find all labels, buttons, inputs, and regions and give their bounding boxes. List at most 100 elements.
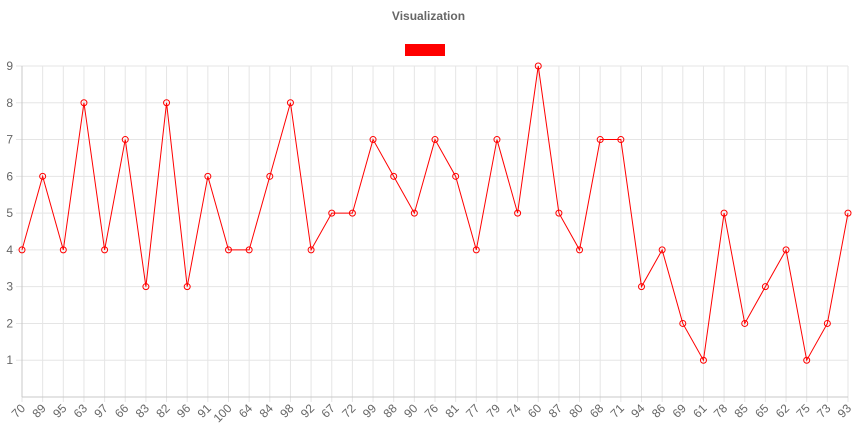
y-tick-label: 4: [6, 243, 13, 257]
legend-swatch[interactable]: [405, 44, 445, 56]
x-tick-label: 77: [463, 401, 483, 421]
x-tick-label: 79: [484, 401, 504, 421]
data-point: [328, 209, 336, 217]
data-point: [514, 209, 522, 217]
x-tick-label: 67: [319, 401, 339, 421]
y-tick-label: 6: [6, 169, 13, 183]
x-tick-label: 71: [608, 401, 628, 421]
data-point: [204, 172, 212, 180]
data-point: [452, 172, 460, 180]
x-tick-label: 100: [211, 401, 235, 425]
grid-lines: [16, 65, 849, 402]
x-tick-label: 75: [793, 401, 813, 421]
y-tick-label: 7: [6, 133, 13, 147]
data-point: [844, 209, 852, 217]
data-point: [555, 209, 563, 217]
data-point: [225, 246, 232, 254]
y-tick-label: 3: [6, 280, 13, 294]
x-tick-label: 83: [133, 401, 153, 421]
x-tick-label: 92: [298, 401, 318, 421]
x-tick-label: 89: [29, 401, 49, 421]
data-point: [741, 319, 749, 327]
x-tick-label: 76: [422, 401, 442, 421]
x-tick-label: 88: [380, 401, 400, 421]
x-tick-label: 70: [9, 401, 29, 421]
data-point: [617, 136, 625, 144]
y-tick-label: 5: [6, 206, 13, 220]
data-series: [18, 62, 852, 364]
data-point: [823, 319, 831, 327]
x-tick-label: 74: [504, 401, 524, 421]
data-point: [431, 136, 439, 144]
data-point: [142, 283, 150, 291]
x-tick-label: 81: [442, 401, 462, 421]
data-point: [720, 209, 728, 217]
data-point: [493, 136, 501, 144]
y-axis-ticks: 1 2 3 4 5 6 7 8 9: [6, 59, 13, 367]
data-point: [307, 246, 315, 254]
x-tick-label: 87: [546, 401, 566, 421]
y-tick-label: 8: [6, 96, 13, 110]
x-tick-label: 78: [711, 401, 731, 421]
data-point: [390, 172, 398, 180]
x-tick-label: 90: [401, 401, 421, 421]
x-tick-label: 64: [236, 401, 256, 421]
x-tick-label: 63: [71, 401, 91, 421]
x-tick-label: 69: [670, 401, 690, 421]
x-tick-label: 93: [835, 401, 855, 421]
x-tick-label: 99: [360, 401, 380, 421]
data-point: [638, 283, 645, 291]
data-point: [101, 246, 109, 254]
data-point: [59, 246, 67, 254]
data-point: [534, 62, 542, 70]
x-tick-label: 95: [50, 401, 70, 421]
data-point: [803, 356, 811, 364]
x-tick-label: 85: [732, 401, 752, 421]
x-tick-label: 82: [153, 401, 173, 421]
data-point: [658, 246, 666, 254]
chart-title: Visualization: [391, 9, 466, 23]
y-tick-label: 2: [6, 316, 13, 330]
data-point: [576, 246, 584, 254]
x-tick-label: 65: [752, 401, 772, 421]
axes: [21, 66, 848, 398]
data-point: [183, 283, 191, 291]
x-tick-label: 94: [628, 401, 648, 421]
data-point: [348, 209, 356, 217]
data-point: [18, 246, 26, 254]
data-point: [761, 283, 769, 291]
data-point: [472, 246, 480, 254]
data-point: [266, 172, 274, 180]
data-point: [121, 136, 129, 144]
data-point: [679, 319, 687, 327]
data-point: [286, 99, 294, 107]
x-tick-label: 84: [257, 401, 277, 421]
x-tick-label: 68: [587, 401, 607, 421]
x-tick-label: 91: [195, 401, 215, 421]
data-point: [410, 209, 418, 217]
x-tick-label: 66: [112, 401, 132, 421]
data-point: [80, 99, 88, 107]
data-point: [163, 99, 171, 107]
x-tick-label: 80: [566, 401, 586, 421]
x-tick-label: 96: [174, 401, 194, 421]
x-tick-label: 62: [773, 401, 793, 421]
data-point: [369, 136, 377, 144]
data-point: [245, 246, 253, 254]
x-tick-label: 97: [91, 401, 111, 421]
x-tick-label: 60: [525, 401, 545, 421]
data-point: [782, 246, 790, 254]
x-tick-label: 72: [339, 401, 359, 421]
x-tick-label: 73: [814, 401, 834, 421]
y-tick-label: 9: [6, 59, 13, 73]
series-line: [21, 65, 849, 362]
data-point: [39, 172, 47, 180]
x-tick-label: 98: [277, 401, 297, 421]
x-tick-label: 61: [690, 401, 710, 421]
data-point: [699, 356, 707, 364]
x-tick-label: 86: [649, 401, 669, 421]
y-tick-label: 1: [6, 353, 13, 367]
data-point: [596, 136, 604, 144]
